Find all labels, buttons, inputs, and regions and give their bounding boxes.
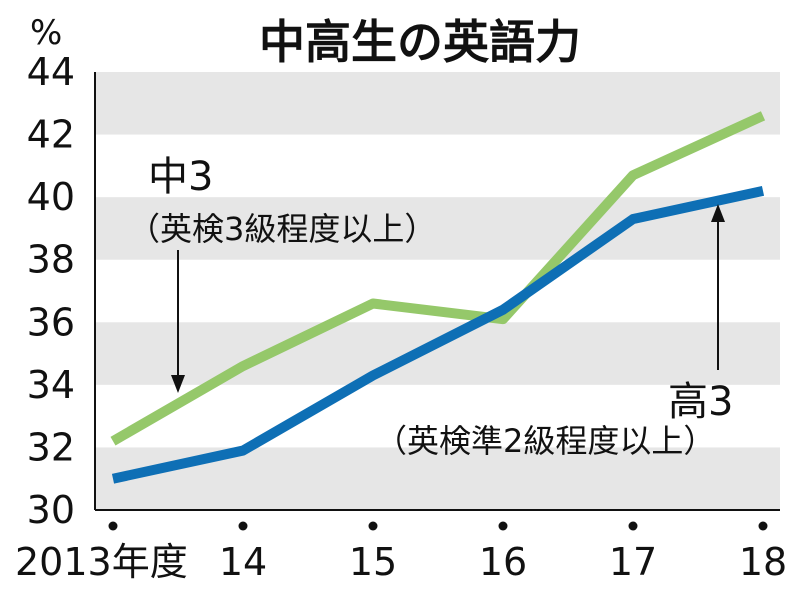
series-label-middle-school: 中3	[148, 154, 213, 200]
y-unit-label: %	[30, 13, 62, 53]
x-tick-mark	[628, 521, 638, 531]
grid-bands	[95, 72, 780, 510]
x-tick-mark	[368, 521, 378, 531]
grid-band	[95, 72, 780, 135]
annotation-arrowhead-high-school	[711, 204, 725, 222]
series-line-middle-school	[110, 111, 766, 446]
x-tick-label: 18	[739, 540, 787, 584]
grid-band	[95, 322, 780, 385]
x-tick-mark	[498, 521, 508, 531]
x-tick-mark	[758, 521, 768, 531]
y-tick-label: 32	[27, 425, 75, 469]
y-tick-label: 34	[27, 363, 75, 407]
x-tick-mark	[238, 521, 248, 531]
x-tick-mark	[108, 521, 118, 531]
series-label-high-school: 高3	[668, 379, 733, 425]
x-tick-label: 16	[479, 540, 527, 584]
series-note-high-school: （英検準2級程度以上）	[375, 422, 715, 460]
y-tick-label: 36	[27, 300, 75, 344]
x-tick-label: 14	[219, 540, 267, 584]
y-tick-label: 42	[27, 113, 75, 157]
series-line-high-school	[111, 185, 765, 484]
y-tick-label: 30	[27, 488, 75, 532]
x-tick-label: 17	[609, 540, 657, 584]
y-tick-label: 44	[27, 50, 75, 94]
x-tick-labels: 2013年度 14 15 16 17 18	[15, 521, 787, 584]
chart-title: 中高生の英語力	[259, 15, 581, 69]
annotation-arrowhead-middle-school	[171, 375, 185, 393]
y-tick-label: 38	[27, 238, 75, 282]
x-tick-label: 15	[349, 540, 397, 584]
series-note-middle-school: （英検3級程度以上）	[128, 210, 436, 248]
x-tick-label: 2013年度	[15, 540, 188, 584]
y-tick-label: 40	[27, 175, 75, 219]
series-lines	[110, 111, 766, 484]
y-tick-labels: 30 32 34 36 38 40 42 44	[27, 50, 75, 532]
